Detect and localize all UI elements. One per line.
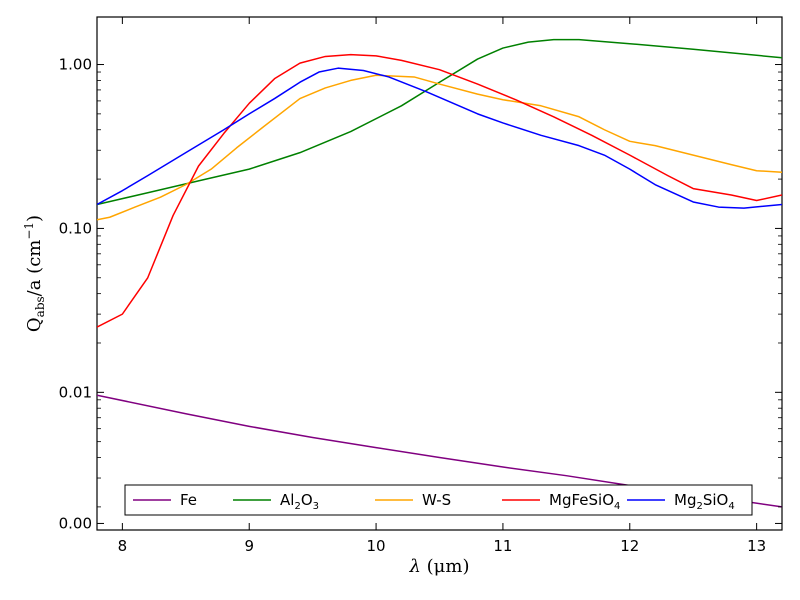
- series-line-al2o3: [97, 38, 782, 206]
- series-line-mgfesio4: [97, 53, 782, 328]
- series-layer: [97, 38, 782, 508]
- x-tick-label: 8: [118, 537, 128, 555]
- legend-label-mgfesio4: MgFeSiO4: [549, 491, 620, 512]
- x-axis-title: λ (μm): [409, 556, 470, 577]
- y-tick-label: 0.01: [59, 383, 92, 401]
- legend-label-mg2sio4: Mg2SiO4: [674, 491, 735, 512]
- series-line-mg2sio4: [97, 67, 782, 209]
- legend: Fe Al2O3 W-S MgFeSiO4 Mg2SiO4: [124, 484, 753, 516]
- legend-label-w-s: W-S: [422, 491, 451, 509]
- x-tick-label: 9: [244, 537, 254, 555]
- x-tick-label: 13: [747, 537, 766, 555]
- legend-label-al2o3: Al2O3: [280, 491, 319, 512]
- y-tick-label: 0.00: [59, 514, 92, 532]
- series-line-w-s: [97, 74, 782, 221]
- plot-frame: [96, 16, 783, 531]
- legend-label-fe: Fe: [180, 491, 197, 509]
- x-tick-label: 11: [493, 537, 512, 555]
- x-tick-label: 12: [620, 537, 639, 555]
- y-axis-title: Qabs/a (cm−1): [22, 215, 47, 332]
- y-tick-label: 1.00: [59, 56, 92, 74]
- y-tick-label: 0.10: [59, 219, 92, 237]
- tick-layer: 8 9 10 11 12 13 0.00 0.01 0.10 1.00: [59, 17, 782, 555]
- x-tick-label: 10: [367, 537, 386, 555]
